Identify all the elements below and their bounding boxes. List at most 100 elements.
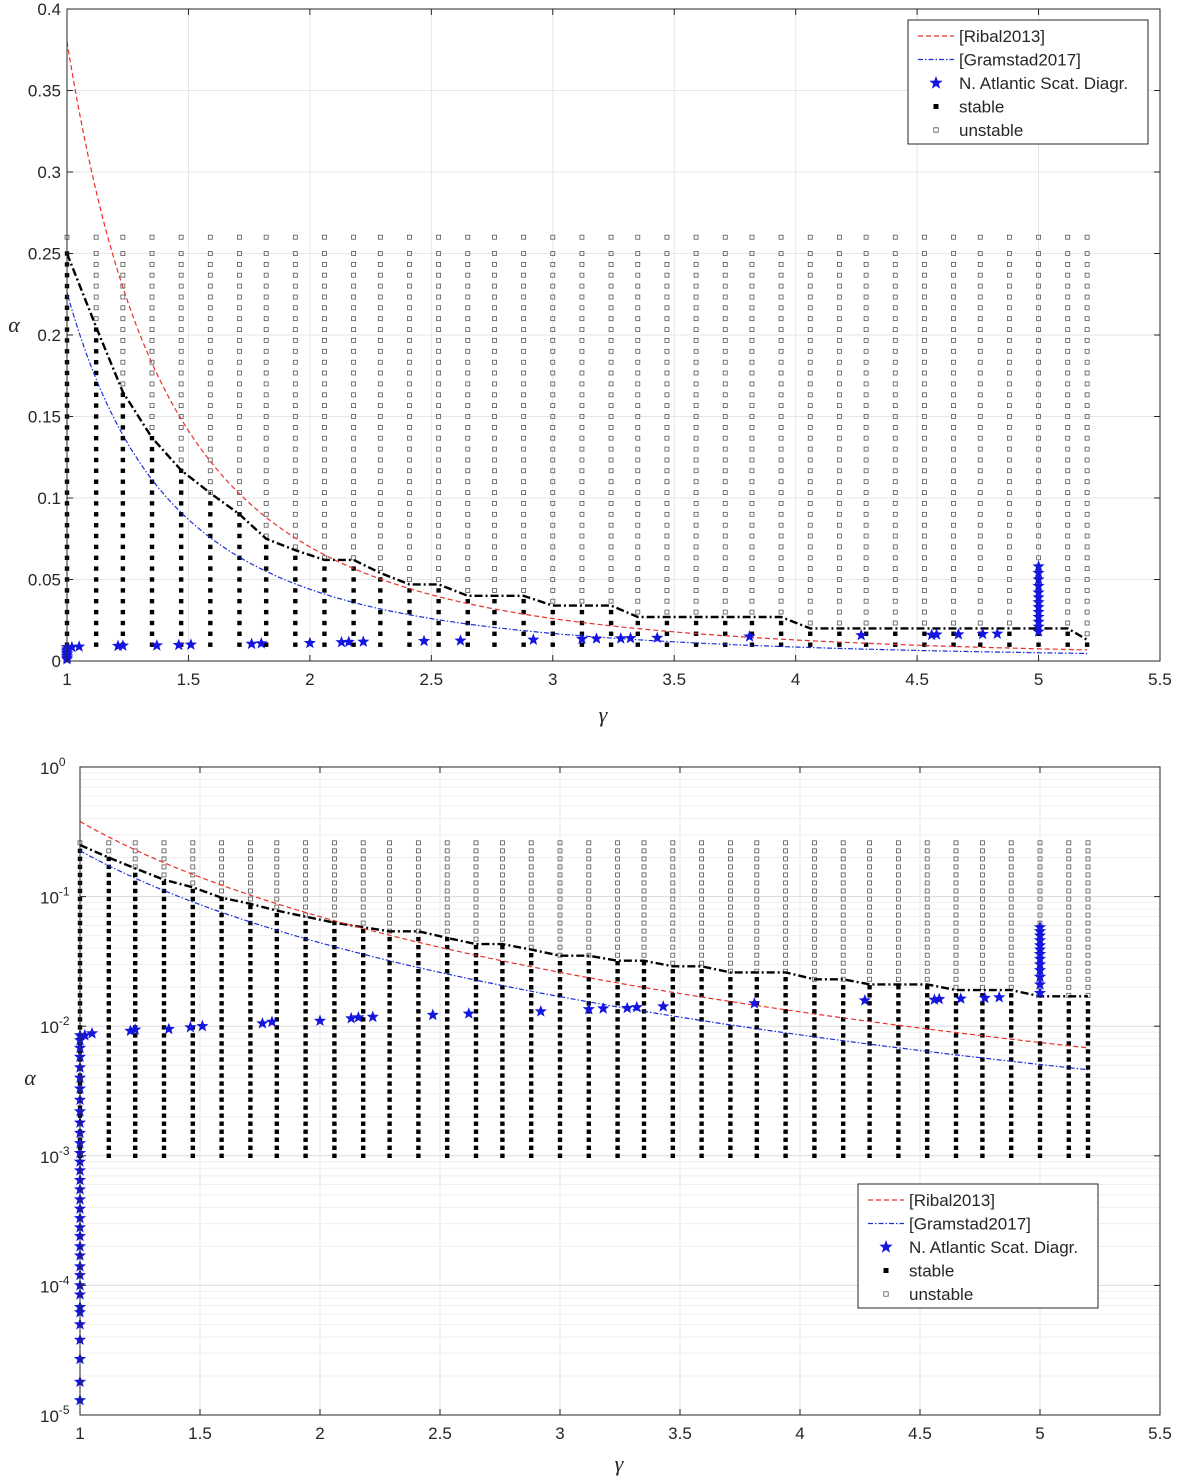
stable-marker bbox=[1066, 1009, 1071, 1014]
unstable-marker bbox=[360, 880, 366, 886]
unstable-marker bbox=[1036, 381, 1041, 387]
unstable-marker bbox=[407, 251, 412, 256]
stable-marker bbox=[93, 446, 99, 452]
unstable-marker bbox=[1066, 856, 1072, 862]
stable-marker bbox=[699, 993, 704, 998]
stable-marker bbox=[980, 993, 985, 998]
observation-star bbox=[1032, 560, 1045, 572]
stable-marker bbox=[361, 1081, 366, 1086]
stable-marker bbox=[615, 1129, 620, 1134]
stable-marker bbox=[586, 1137, 591, 1142]
unstable-marker bbox=[783, 936, 788, 942]
unstable-marker bbox=[219, 848, 225, 854]
stable-marker bbox=[263, 555, 269, 561]
y-tick-label: 0.25 bbox=[28, 245, 61, 264]
unstable-marker bbox=[1065, 490, 1071, 496]
unstable-marker bbox=[550, 294, 556, 300]
unstable-marker bbox=[322, 327, 327, 333]
observation-star bbox=[978, 991, 991, 1004]
unstable-marker bbox=[207, 327, 213, 333]
unstable-marker bbox=[749, 348, 755, 354]
stable-marker bbox=[473, 1057, 479, 1062]
unstable-marker bbox=[664, 598, 670, 604]
stable-marker bbox=[670, 1129, 675, 1134]
stable-marker bbox=[149, 501, 155, 506]
stable-marker bbox=[332, 1073, 337, 1078]
unstable-marker bbox=[263, 337, 269, 343]
stable-marker bbox=[106, 1153, 111, 1158]
unstable-marker bbox=[351, 533, 357, 539]
unstable-marker bbox=[778, 305, 784, 311]
unstable-marker bbox=[492, 588, 497, 593]
stable-marker bbox=[161, 977, 167, 982]
stable-marker bbox=[106, 1089, 111, 1094]
stable-marker bbox=[783, 1129, 788, 1134]
unstable-marker bbox=[863, 620, 869, 626]
stable-marker bbox=[416, 1057, 421, 1062]
unstable-marker bbox=[407, 234, 412, 240]
stable-marker bbox=[586, 1097, 591, 1102]
unstable-marker bbox=[615, 856, 620, 862]
stable-marker bbox=[161, 896, 167, 902]
unstable-marker bbox=[557, 888, 563, 894]
stable-marker bbox=[219, 1001, 224, 1006]
stable-marker bbox=[351, 631, 356, 636]
unstable-marker bbox=[1065, 533, 1071, 539]
unstable-marker bbox=[550, 234, 556, 240]
unstable-marker bbox=[670, 912, 676, 918]
unstable-marker bbox=[377, 337, 383, 343]
stable-marker bbox=[783, 1065, 788, 1070]
stable-marker bbox=[728, 1113, 733, 1118]
unstable-marker bbox=[977, 234, 983, 240]
unstable-marker bbox=[1085, 960, 1091, 966]
unstable-marker bbox=[322, 544, 327, 550]
observation-star bbox=[85, 1027, 99, 1039]
observation-star bbox=[426, 1008, 439, 1021]
unstable-marker bbox=[465, 392, 471, 398]
unstable-marker bbox=[921, 588, 927, 593]
stable-marker bbox=[783, 985, 788, 990]
stable-marker bbox=[1085, 1025, 1091, 1030]
unstable-marker bbox=[492, 446, 497, 452]
unstable-marker bbox=[292, 490, 298, 496]
unstable-marker bbox=[896, 928, 901, 934]
unstable-marker bbox=[178, 403, 184, 408]
stable-marker bbox=[635, 642, 640, 647]
stable-marker bbox=[332, 1145, 337, 1150]
stable-marker bbox=[1009, 1097, 1014, 1102]
observation-star bbox=[624, 631, 637, 644]
stable-marker bbox=[641, 960, 647, 966]
stable-marker bbox=[550, 620, 555, 626]
stable-marker bbox=[161, 1081, 167, 1086]
unstable-marker bbox=[951, 522, 956, 528]
unstable-marker bbox=[608, 490, 614, 496]
unstable-marker bbox=[237, 283, 242, 289]
unstable-marker bbox=[863, 414, 869, 419]
unstable-marker bbox=[608, 522, 614, 528]
unstable-marker bbox=[921, 348, 927, 354]
stable-marker bbox=[1066, 1049, 1071, 1054]
unstable-marker bbox=[263, 500, 269, 506]
unstable-marker bbox=[436, 327, 442, 333]
unstable-marker bbox=[436, 446, 442, 452]
unstable-marker bbox=[783, 944, 788, 950]
unstable-marker bbox=[951, 500, 956, 506]
unstable-marker bbox=[836, 337, 842, 343]
unstable-marker bbox=[415, 848, 421, 854]
observation-star bbox=[1033, 952, 1047, 965]
unstable-marker bbox=[178, 381, 184, 387]
y-tick-base: 10 bbox=[40, 1148, 59, 1167]
unstable-marker bbox=[812, 968, 817, 974]
stable-marker bbox=[615, 1097, 620, 1102]
unstable-marker bbox=[1084, 555, 1090, 561]
unstable-marker bbox=[377, 294, 383, 300]
unstable-marker bbox=[322, 381, 327, 387]
stable-marker bbox=[161, 969, 167, 974]
stable-marker bbox=[208, 533, 213, 539]
stable-marker bbox=[699, 1097, 704, 1102]
unstable-marker bbox=[1065, 294, 1071, 300]
unstable-marker bbox=[492, 327, 497, 333]
stable-marker bbox=[219, 985, 224, 990]
stable-marker bbox=[332, 1009, 337, 1014]
unstable-marker bbox=[407, 566, 412, 571]
